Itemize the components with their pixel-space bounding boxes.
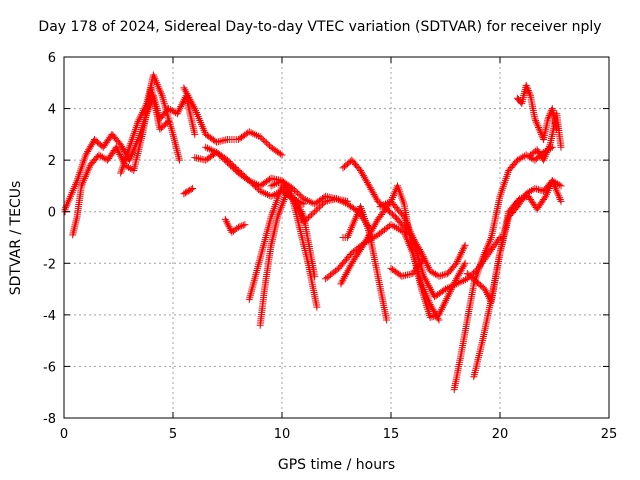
plus-markers [221,215,249,236]
series-track-17 [387,254,428,280]
y-tick-label: -8 [43,412,56,427]
series-track-16 [376,182,469,321]
y-tick-label: 2 [48,154,56,169]
plus-markers [470,177,565,381]
plus-markers [507,177,565,216]
plus-markers [513,81,561,143]
x-tick-label: 10 [274,427,291,442]
plus-markers [450,143,556,394]
series-track-18 [450,143,556,394]
x-tick-label: 5 [169,427,177,442]
plot-frame [63,56,610,419]
series-track-6 [180,185,197,198]
plus-markers [387,254,428,280]
axis-ticks: 0 5 10 15 20 25 -8 -6 -4 -2 0 2 4 6 [43,51,617,442]
y-tick-label: 6 [48,51,56,66]
x-tick-label: 25 [601,427,618,442]
chart-title: Day 178 of 2024, Sidereal Day-to-day VTE… [38,19,602,35]
series-track-4 [180,84,286,159]
series-track-3 [117,71,183,177]
x-tick-label: 20 [492,427,509,442]
plus-markers [376,182,469,321]
plus-markers [180,84,286,159]
x-tick-label: 0 [60,427,68,442]
x-tick-label: 15 [383,427,400,442]
y-tick-label: -4 [43,309,56,324]
plus-markers [117,71,183,177]
y-axis-label: SDTVAR / TECUs [8,180,24,296]
plus-markers [180,185,197,198]
plus-markers [245,182,351,303]
series-track-19 [470,177,565,381]
series-track-22 [527,110,565,164]
x-axis-label: GPS time / hours [277,457,396,473]
series-track-8 [221,215,249,236]
series-track-11 [245,182,351,303]
y-tick-label: -2 [43,257,56,272]
y-tick-label: 4 [48,103,56,118]
series-track-23 [507,177,565,216]
data-points [61,71,565,394]
plus-markers [527,110,565,164]
y-tick-label: -6 [43,360,56,375]
y-tick-label: 0 [48,206,56,221]
series-track-21 [513,81,561,143]
